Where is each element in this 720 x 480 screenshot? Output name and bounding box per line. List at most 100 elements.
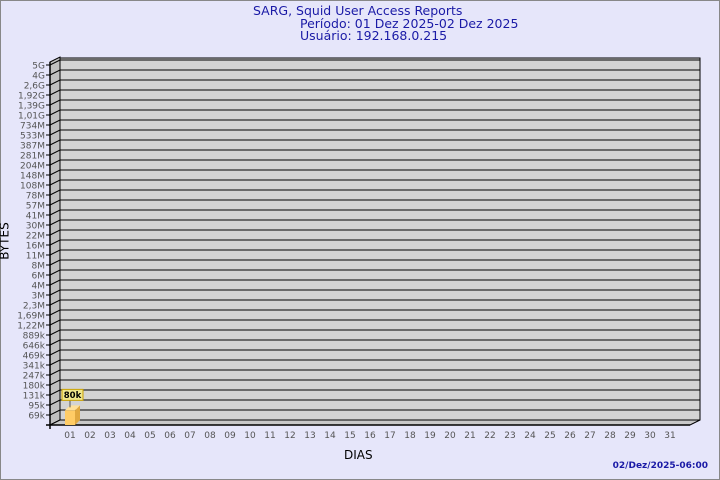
grid-line — [49, 259, 700, 266]
grid-line — [49, 329, 700, 336]
y-tick-label: 204M — [20, 162, 45, 172]
x-axis-label: DIAS — [344, 448, 373, 462]
grid-line — [49, 209, 700, 216]
x-tick-label: 27 — [584, 431, 595, 441]
x-tick-label: 29 — [624, 431, 636, 441]
grid-line — [49, 359, 700, 366]
y-tick-label: 387M — [20, 142, 45, 152]
y-tick-label: 247k — [23, 372, 46, 382]
x-tick-label: 20 — [444, 431, 456, 441]
x-tick-label: 04 — [124, 431, 136, 441]
y-tick-label: 6M — [32, 272, 46, 282]
grid-line — [49, 409, 700, 416]
y-tick-label: 281M — [20, 152, 45, 162]
x-tick-label: 11 — [264, 431, 275, 441]
y-tick-label: 1,69M — [17, 312, 45, 322]
grid-line — [49, 249, 700, 256]
grid-line — [49, 279, 700, 286]
grid-line — [49, 239, 700, 246]
x-tick-label: 22 — [484, 431, 495, 441]
grid-line — [49, 189, 700, 196]
y-tick-label: 1,22M — [17, 322, 45, 332]
grid-line — [49, 309, 700, 316]
user-subtitle: Usuário: 192.168.0.215 — [300, 28, 448, 43]
grid-line — [49, 149, 700, 156]
y-tick-label: 4G — [32, 72, 45, 82]
grid-line — [49, 119, 700, 126]
y-tick-label: 22M — [26, 232, 45, 242]
x-tick-label: 18 — [404, 431, 416, 441]
period-subtitle: Período: 01 Dez 2025-02 Dez 2025 — [300, 16, 519, 31]
grid-line — [49, 179, 700, 186]
grid-line — [49, 129, 700, 136]
x-tick-label: 08 — [204, 431, 216, 441]
x-tick-label: 14 — [324, 431, 336, 441]
y-tick-label: 95k — [28, 402, 45, 412]
grid-line — [49, 369, 700, 376]
x-tick-label: 06 — [164, 431, 176, 441]
timestamp: 02/Dez/2025-06:00 — [612, 461, 708, 471]
grid-line — [49, 69, 700, 76]
grid-line — [49, 339, 700, 346]
grid-line — [49, 219, 700, 226]
grid-line — [49, 79, 700, 86]
grid-line — [49, 229, 700, 236]
y-tick-label: 1,01G — [18, 112, 45, 122]
bar-side — [75, 405, 80, 425]
y-tick-label: 41M — [26, 212, 45, 222]
x-tick-label: 02 — [84, 431, 95, 441]
data-label: 80k — [64, 391, 82, 401]
y-tick-label: 533M — [20, 132, 45, 142]
grid-line — [49, 389, 700, 396]
y-tick-label: 2,6G — [24, 82, 45, 92]
x-tick-label: 23 — [504, 431, 515, 441]
grid-line — [49, 169, 700, 176]
x-tick-label: 01 — [64, 431, 75, 441]
x-tick-label: 26 — [564, 431, 576, 441]
x-tick-label: 28 — [604, 431, 616, 441]
y-tick-label: 57M — [26, 202, 45, 212]
x-tick-label: 09 — [224, 431, 236, 441]
y-tick-label: 1,92G — [18, 92, 45, 102]
x-tick-label: 03 — [104, 431, 115, 441]
bar-front — [65, 410, 75, 425]
grid-line — [49, 269, 700, 276]
y-tick-label: 148M — [20, 172, 45, 182]
x-tick-label: 24 — [524, 431, 536, 441]
x-tick-label: 19 — [424, 431, 436, 441]
y-axis-label: BYTES — [0, 222, 12, 260]
y-tick-label: 2,3M — [23, 302, 45, 312]
bar-top — [65, 405, 80, 411]
x-tick-label: 17 — [384, 431, 395, 441]
y-tick-label: 5G — [32, 62, 45, 72]
y-tick-label: 180k — [23, 382, 46, 392]
y-tick-label: 341k — [23, 362, 46, 372]
x-tick-label: 05 — [144, 431, 155, 441]
x-tick-label: 16 — [364, 431, 376, 441]
x-tick-label: 15 — [344, 431, 355, 441]
grid-line — [49, 109, 700, 116]
grid-line — [49, 199, 700, 206]
x-tick-label: 07 — [184, 431, 195, 441]
grid-line — [49, 349, 700, 356]
y-tick-label: 4M — [32, 282, 46, 292]
y-tick-label: 131k — [23, 392, 46, 402]
y-tick-label: 889k — [23, 332, 46, 342]
grid-line — [49, 289, 700, 296]
y-tick-label: 30M — [26, 222, 45, 232]
grid-line — [49, 99, 700, 106]
x-tick-label: 12 — [284, 431, 295, 441]
y-tick-label: 469k — [23, 352, 46, 362]
x-tick-label: 10 — [244, 431, 256, 441]
plot-back-plane — [59, 57, 701, 421]
grid-line — [49, 399, 700, 406]
grid-line — [49, 159, 700, 166]
y-tick-label: 16M — [26, 242, 45, 252]
grid-line — [49, 379, 700, 386]
y-tick-label: 11M — [26, 252, 45, 262]
x-tick-label: 30 — [644, 431, 656, 441]
grid-line — [49, 299, 700, 306]
y-tick-label: 734M — [20, 122, 45, 132]
y-tick-label: 8M — [32, 262, 46, 272]
